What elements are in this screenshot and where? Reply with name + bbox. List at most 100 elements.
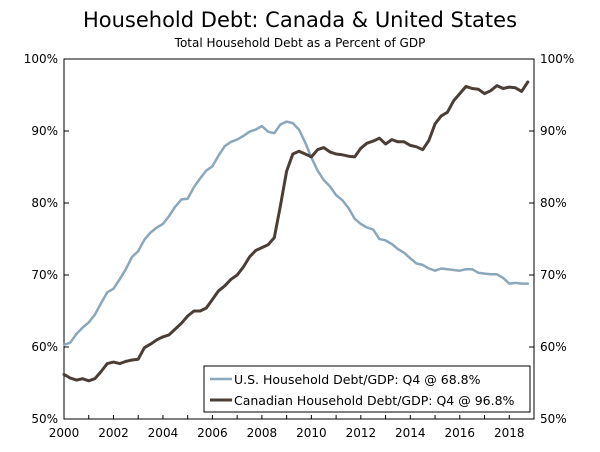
data-point [335, 194, 337, 196]
y-tick-label-right: 90% [540, 124, 567, 138]
data-point [156, 226, 158, 229]
data-point [63, 373, 65, 376]
x-tick-label: 2014 [395, 426, 426, 440]
x-tick-label: 2004 [148, 426, 179, 440]
data-point [391, 243, 393, 245]
data-point [285, 170, 288, 173]
data-point [304, 153, 307, 155]
data-point [112, 361, 115, 363]
data-point [267, 244, 269, 246]
data-point [508, 86, 511, 88]
data-point [384, 239, 387, 242]
y-tick-label-left: 70% [31, 268, 58, 282]
y-tick-label-right: 70% [540, 268, 567, 282]
data-point [489, 273, 492, 276]
data-point [378, 137, 381, 139]
data-point [477, 272, 480, 274]
data-point [69, 341, 71, 344]
data-point [186, 197, 189, 200]
data-point [459, 92, 461, 95]
x-tick-label: 2012 [346, 426, 377, 440]
data-point [465, 85, 467, 88]
data-point [87, 380, 90, 382]
data-point [452, 100, 455, 102]
chart-title: Household Debt: Canada & United States [83, 8, 517, 32]
data-point [143, 346, 146, 349]
data-point [496, 273, 498, 276]
data-point [180, 198, 183, 201]
x-tick-label: 2002 [98, 426, 129, 440]
data-point [353, 218, 356, 220]
data-point [193, 186, 195, 188]
data-point [446, 111, 449, 114]
data-point [180, 322, 183, 325]
data-point [217, 290, 220, 292]
data-point [75, 379, 78, 381]
data-point [273, 132, 276, 134]
y-tick-label-right: 60% [540, 340, 567, 354]
data-point [298, 128, 300, 131]
legend-label-canada: Canadian Household Debt/GDP: Q4 @ 96.8% [234, 393, 515, 408]
data-point [489, 89, 492, 92]
data-point [168, 215, 170, 217]
data-point [421, 264, 424, 266]
data-point [465, 268, 467, 271]
data-point [508, 282, 511, 285]
data-point [329, 151, 331, 153]
data-point [415, 146, 418, 148]
data-point [316, 169, 319, 172]
y-tick-label-left: 100% [24, 52, 58, 66]
data-point [125, 360, 127, 363]
data-point [527, 282, 529, 285]
y-tick-label-right: 80% [540, 196, 567, 210]
data-point [100, 370, 102, 373]
data-point [292, 153, 294, 155]
data-point [403, 251, 405, 254]
plot-frame [63, 58, 535, 420]
data-point [143, 238, 146, 241]
y-tick-label-right: 50% [540, 412, 567, 426]
data-point [242, 266, 245, 268]
data-point [149, 231, 152, 234]
data-point [440, 267, 443, 270]
data-point [384, 143, 387, 145]
data-point [353, 156, 356, 158]
x-tick-label: 2016 [445, 426, 476, 440]
data-point [106, 362, 109, 365]
data-point [366, 226, 368, 229]
data-point [378, 238, 381, 240]
data-point [285, 120, 288, 123]
data-point [514, 87, 517, 89]
x-tick-label: 2018 [494, 426, 525, 440]
data-point [298, 150, 300, 152]
data-point [217, 154, 220, 157]
data-point [149, 343, 152, 345]
data-point [520, 282, 523, 285]
data-point [502, 277, 504, 279]
data-point [527, 81, 529, 83]
data-point [224, 145, 226, 147]
data-point [236, 138, 238, 141]
data-point [230, 141, 232, 143]
data-point [261, 246, 263, 249]
data-point [230, 278, 232, 281]
data-point [254, 128, 257, 131]
x-tick-label: 2008 [247, 426, 278, 440]
data-point [131, 256, 133, 258]
data-point [409, 257, 412, 260]
data-point [118, 362, 121, 365]
x-tick-label: 2000 [49, 426, 80, 440]
y-tick-label-left: 50% [31, 412, 58, 426]
data-point [409, 144, 412, 147]
data-point [174, 328, 177, 330]
data-point [347, 207, 350, 209]
data-point [236, 274, 238, 276]
data-point [174, 205, 177, 208]
data-point [428, 139, 430, 142]
data-point [156, 339, 158, 341]
data-point [131, 359, 133, 361]
x-tick-label: 2006 [197, 426, 228, 440]
legend: U.S. Household Debt/GDP: Q4 @ 68.8% Cana… [203, 365, 531, 413]
data-point [347, 155, 350, 157]
x-tick-label: 2010 [296, 426, 327, 440]
